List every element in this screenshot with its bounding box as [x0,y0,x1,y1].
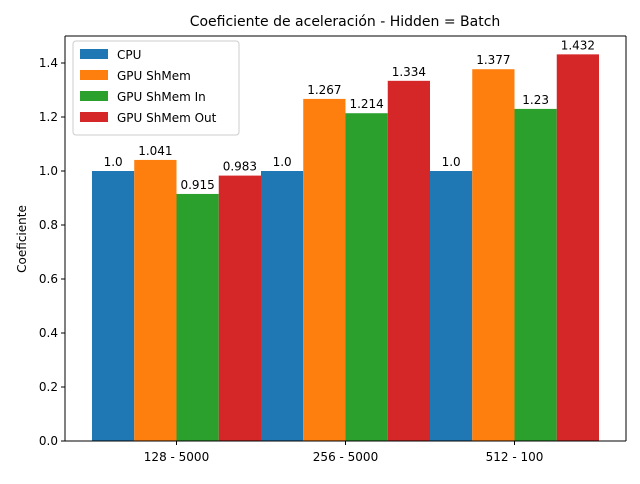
data-label: 1.23 [522,93,549,107]
data-label: 1.0 [273,155,292,169]
legend-swatch-gpu-shmem-out [80,112,108,122]
legend: CPU GPU ShMem GPU ShMem In GPU ShMem Out [72,40,240,136]
y-tick-label: 0.2 [39,380,58,394]
legend-label: CPU [117,48,141,62]
y-tick-label: 0.0 [39,434,58,448]
legend-label: GPU ShMem Out [117,111,217,125]
bar-cpu-1 [261,171,304,441]
legend-swatch-cpu [80,49,108,59]
data-label: 1.432 [561,38,595,52]
y-tick-label: 0.8 [39,218,58,232]
y-axis-label: Coeficiente [15,205,29,273]
data-label: 1.214 [349,97,383,111]
data-label: 1.0 [104,155,123,169]
bar-gpu-shmem-2 [472,69,515,442]
bar-gpu-shmem-1 [303,98,346,441]
chart-title: Coeficiente de aceleración - Hidden = Ba… [190,14,501,30]
y-tick-label: 1.0 [39,164,58,178]
x-tick-label: 128 - 5000 [144,450,209,464]
y-tick-label: 1.2 [39,110,58,124]
data-label: 1.267 [307,83,341,97]
data-label: 1.0 [442,155,461,169]
x-tick-label: 256 - 5000 [313,450,378,464]
bar-gpu-shmem-in-0 [176,193,219,441]
bar-gpu-shmem-in-1 [345,113,388,441]
y-tick-label: 1.4 [39,56,58,70]
legend-label: GPU ShMem In [117,90,206,104]
data-label: 0.983 [223,160,257,174]
bars-layer [92,54,599,442]
bar-gpu-shmem-out-1 [387,80,430,441]
value-labels-layer: 1.0 1.0 1.0 1.041 1.267 1.377 0.915 1.214 1.23 0.… [104,38,595,192]
data-label: 0.915 [180,178,214,192]
data-label: 1.334 [392,65,426,79]
bar-gpu-shmem-out-0 [218,175,261,441]
bar-gpu-shmem-out-2 [556,54,599,442]
legend-swatch-gpu-shmem [80,70,108,80]
y-tick-label: 0.4 [39,326,58,340]
data-label: 1.041 [138,144,172,158]
axes-layer: 0.0 0.2 0.4 0.6 0.8 1.0 1.2 1.4 128 - 5000 256 - … [39,35,627,464]
legend-label: GPU ShMem [117,69,191,83]
y-tick-label: 0.6 [39,272,58,286]
bar-cpu-0 [92,171,135,441]
legend-box [72,40,240,136]
bar-gpu-shmem-0 [134,159,177,441]
data-label: 1.377 [476,53,510,67]
x-tick-label: 512 - 100 [486,450,544,464]
bar-cpu-2 [430,171,473,441]
bar-gpu-shmem-in-2 [514,108,557,442]
legend-swatch-gpu-shmem-in [80,91,108,101]
